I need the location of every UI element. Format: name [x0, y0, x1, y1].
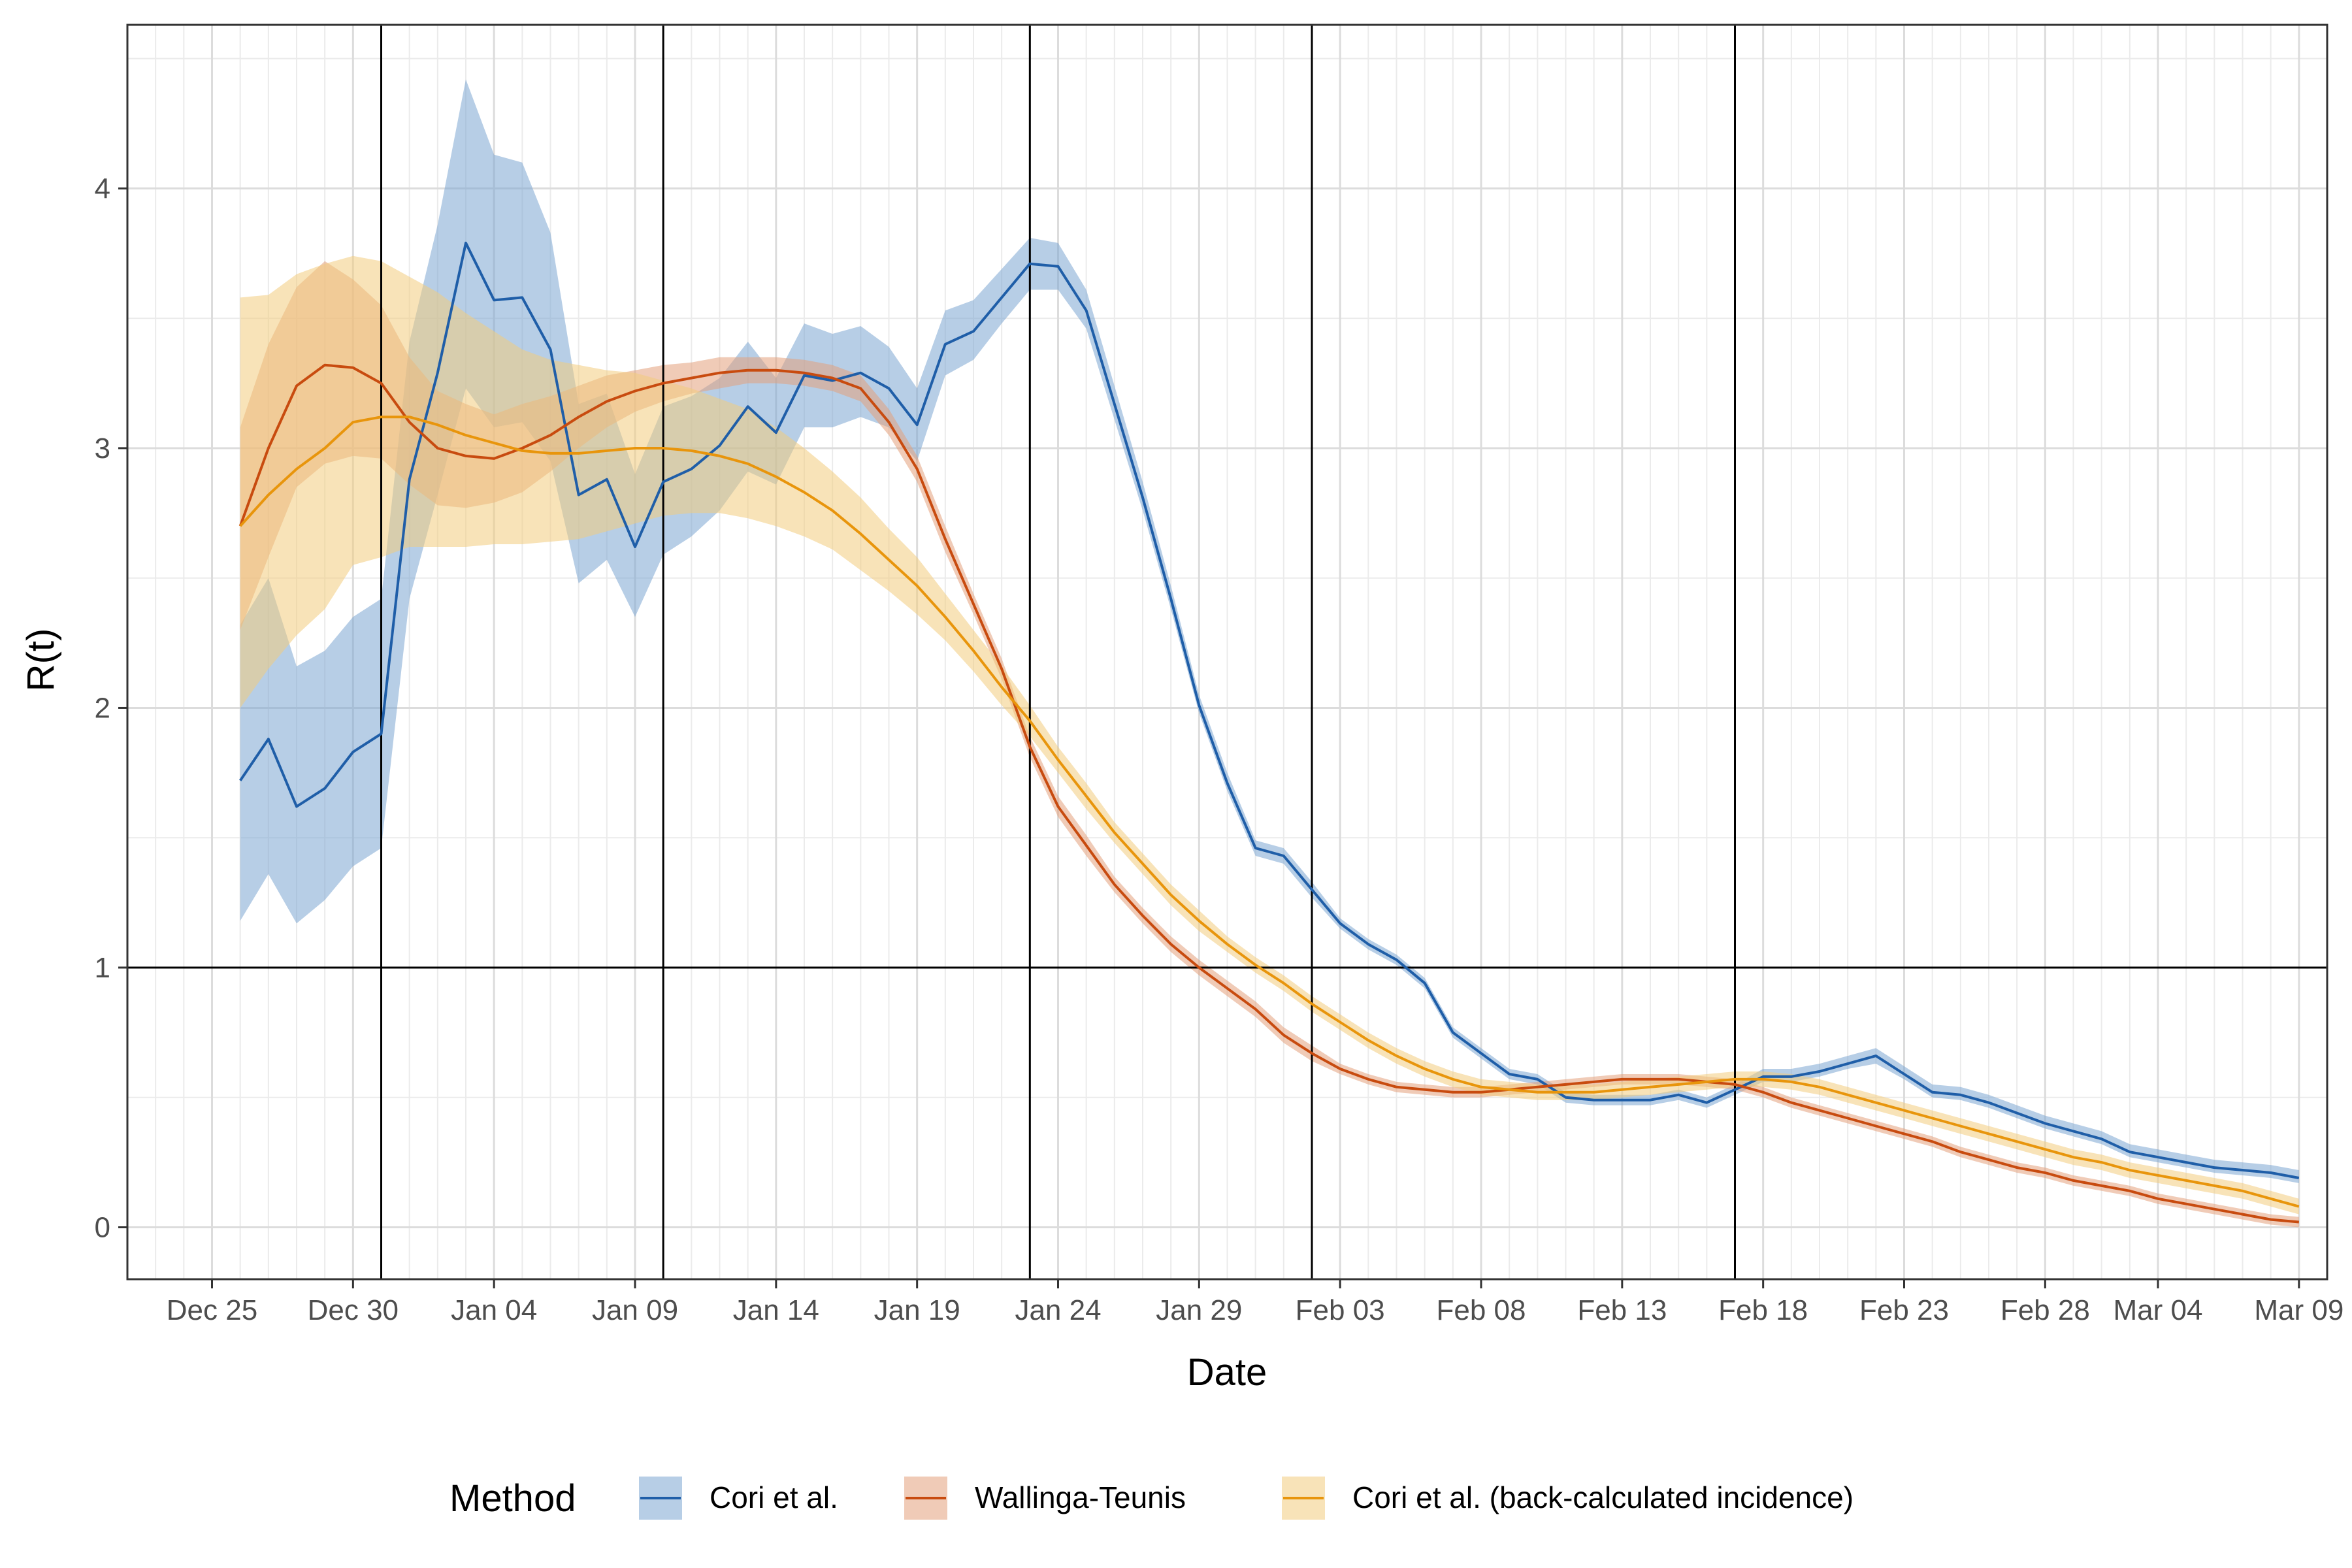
confidence-ribbons	[240, 79, 2299, 1228]
confidence-ribbon-0	[240, 79, 2299, 1183]
x-tick-label: Jan 09	[592, 1294, 678, 1326]
series-line-0	[239, 241, 2300, 1179]
series-line-1	[238, 363, 2299, 1224]
x-tick-label: Feb 03	[1296, 1294, 1385, 1326]
y-tick-label: 2	[95, 692, 110, 724]
x-tick-label: Feb 13	[1577, 1294, 1667, 1326]
y-tick-label: 0	[95, 1211, 110, 1243]
x-tick-label: Dec 25	[167, 1294, 257, 1326]
x-axis-title: Date	[1187, 1351, 1267, 1394]
x-tick-label: Jan 19	[874, 1294, 960, 1326]
x-tick-label: Mar 09	[2254, 1294, 2344, 1326]
y-tick-label: 4	[95, 172, 110, 204]
legend-label-cori: Cori et al.	[710, 1480, 838, 1514]
x-tick-label: Feb 28	[2001, 1294, 2090, 1326]
x-tick-label: Feb 08	[1437, 1294, 1526, 1326]
x-tick-label: Dec 30	[308, 1294, 399, 1326]
series-line-2	[239, 416, 2300, 1208]
x-tick-label: Jan 04	[451, 1294, 537, 1326]
legend-title: Method	[449, 1477, 576, 1520]
legend: Method Cori et al. Wallinga-Teunis Cori …	[449, 1477, 1854, 1520]
axes: Dec 25 Dec 30 Jan 04 Jan 09 Jan 14 Jan 19 Jan …	[95, 172, 2344, 1326]
y-axis-title: R(t)	[20, 629, 62, 692]
legend-label-cori-back: Cori et al. (back-calculated incidence)	[1352, 1480, 1854, 1514]
x-tick-label: Jan 14	[733, 1294, 819, 1326]
legend-label-wallinga: Wallinga-Teunis	[975, 1480, 1186, 1514]
x-tick-label: Mar 04	[2114, 1294, 2203, 1326]
panel-border	[126, 24, 2328, 1281]
y-tick-label: 1	[95, 952, 110, 984]
series-lines	[238, 241, 2300, 1224]
x-tick-label: Feb 18	[1718, 1294, 1808, 1326]
x-tick-label: Jan 29	[1156, 1294, 1242, 1326]
confidence-ribbon-2	[240, 255, 2299, 1215]
x-tick-label: Jan 24	[1015, 1294, 1101, 1326]
y-tick-label: 3	[95, 433, 110, 465]
x-tick-label: Feb 23	[1859, 1294, 1949, 1326]
reference-lines	[127, 25, 2327, 1279]
